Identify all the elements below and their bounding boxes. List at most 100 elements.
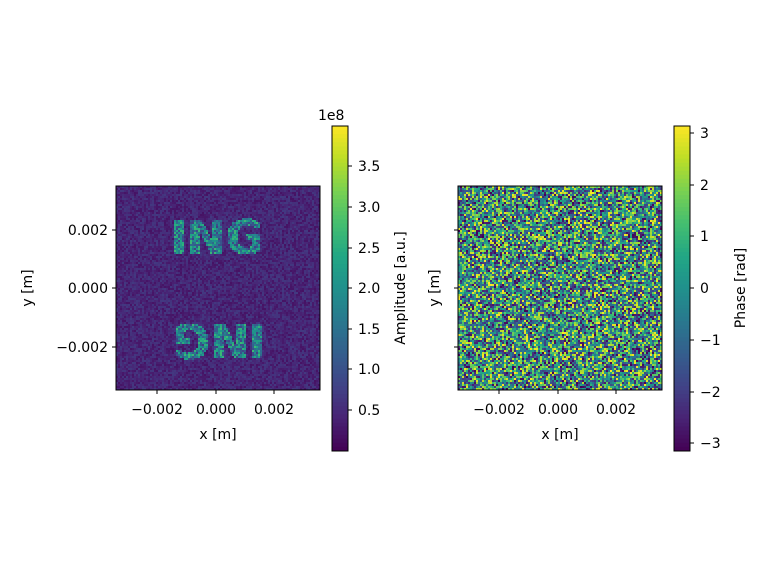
amplitude-pixel	[168, 218, 170, 220]
amplitude-pixel	[120, 210, 122, 212]
amplitude-pixel	[290, 216, 292, 218]
amplitude-pixel	[306, 192, 308, 194]
amplitude-pixel	[226, 206, 228, 208]
amplitude-pixel	[234, 216, 236, 218]
amplitude-pixel	[222, 212, 224, 214]
amplitude-pixel	[254, 220, 256, 222]
amplitude-pixel	[236, 212, 238, 214]
amplitude-pixel	[206, 212, 208, 214]
amplitude-pixel	[142, 204, 144, 206]
amplitude-pixel	[140, 222, 142, 224]
amplitude-pixel	[230, 198, 232, 200]
amplitude-pixel	[310, 188, 312, 190]
amplitude-pixel	[248, 202, 250, 204]
amplitude-pixel	[310, 218, 312, 220]
amplitude-pixel	[192, 212, 194, 214]
amplitude-pixel	[120, 198, 122, 200]
amplitude-pixel	[182, 200, 184, 202]
amplitude-pixel	[302, 202, 304, 204]
amplitude-pixel	[124, 210, 126, 212]
amplitude-pixel	[278, 198, 280, 200]
amplitude-pixel	[196, 216, 198, 218]
amplitude-pixel	[286, 206, 288, 208]
amplitude-pixel	[298, 198, 300, 200]
amplitude-pixel	[206, 206, 208, 208]
amplitude-pixel	[172, 220, 174, 222]
amplitude-pixel	[248, 198, 250, 200]
amplitude-pixel	[298, 202, 300, 204]
amplitude-pixel	[296, 216, 298, 218]
amplitude-pixel	[240, 200, 242, 202]
amplitude-pixel	[136, 216, 138, 218]
amplitude-pixel	[226, 188, 228, 190]
amplitude-pixel	[212, 196, 214, 198]
amplitude-pixel	[280, 198, 282, 200]
amplitude-pixel	[120, 204, 122, 206]
amplitude-pixel	[178, 210, 180, 212]
amplitude-pixel	[162, 206, 164, 208]
amplitude-pixel	[138, 222, 140, 224]
amplitude-pixel	[144, 210, 146, 212]
amplitude-pixel	[270, 220, 272, 222]
amplitude-pixel	[256, 188, 258, 190]
amplitude-pixel	[126, 206, 128, 208]
amplitude-pixel	[210, 216, 212, 218]
amplitude-pixel	[246, 220, 248, 222]
amplitude-pixel	[276, 204, 278, 206]
amplitude-pixel	[184, 196, 186, 198]
amplitude-pixel	[268, 220, 270, 222]
amplitude-pixel	[262, 206, 264, 208]
amplitude-pixel	[296, 208, 298, 210]
amplitude-pixel	[182, 190, 184, 192]
amplitude-pixel	[296, 214, 298, 216]
amplitude-pixel	[188, 206, 190, 208]
amplitude-pixel	[136, 204, 138, 206]
amplitude-pixel	[252, 214, 254, 216]
amplitude-pixel	[236, 200, 238, 202]
amplitude-pixel	[202, 204, 204, 206]
amplitude-pixel	[210, 202, 212, 204]
amplitude-pixel	[274, 190, 276, 192]
amplitude-pixel	[306, 210, 308, 212]
amplitude-pixel	[198, 200, 200, 202]
amplitude-pixel	[180, 208, 182, 210]
amplitude-pixel	[266, 220, 268, 222]
amplitude-pixel	[294, 188, 296, 190]
amplitude-pixel	[132, 188, 134, 190]
amplitude-pixel	[264, 220, 266, 222]
amplitude-pixel	[298, 190, 300, 192]
amplitude-pixel	[246, 194, 248, 196]
amplitude-pixel	[200, 214, 202, 216]
amplitude-pixel	[258, 214, 260, 216]
amplitude-pixel	[254, 198, 256, 200]
amplitude-pixel	[136, 222, 138, 224]
amplitude-pixel	[196, 204, 198, 206]
amplitude-pixel	[168, 204, 170, 206]
amplitude-pixel	[188, 202, 190, 204]
amplitude-pixel	[278, 194, 280, 196]
amplitude-pixel	[314, 194, 316, 196]
amplitude-pixel	[288, 198, 290, 200]
amplitude-pixel	[250, 198, 252, 200]
amplitude-pixel	[212, 216, 214, 218]
amplitude-pixel	[274, 200, 276, 202]
amplitude-pixel	[226, 196, 228, 198]
amplitude-pixel	[146, 206, 148, 208]
amplitude-pixel	[176, 208, 178, 210]
amplitude-pixel	[158, 204, 160, 206]
amplitude-pixel	[150, 208, 152, 210]
amplitude-pixel	[144, 220, 146, 222]
amplitude-pixel	[142, 200, 144, 202]
amplitude-pixel	[228, 194, 230, 196]
amplitude-pixel	[302, 198, 304, 200]
amplitude-pixel	[138, 192, 140, 194]
amplitude-pixel	[126, 200, 128, 202]
amplitude-pixel	[168, 214, 170, 216]
amplitude-pixel	[230, 218, 232, 220]
amplitude-pixel	[266, 196, 268, 198]
amplitude-pixel	[272, 188, 274, 190]
amplitude-pixel	[242, 194, 244, 196]
amplitude-pixel	[256, 218, 258, 220]
amplitude-pixel	[256, 206, 258, 208]
amplitude-pixel	[302, 196, 304, 198]
